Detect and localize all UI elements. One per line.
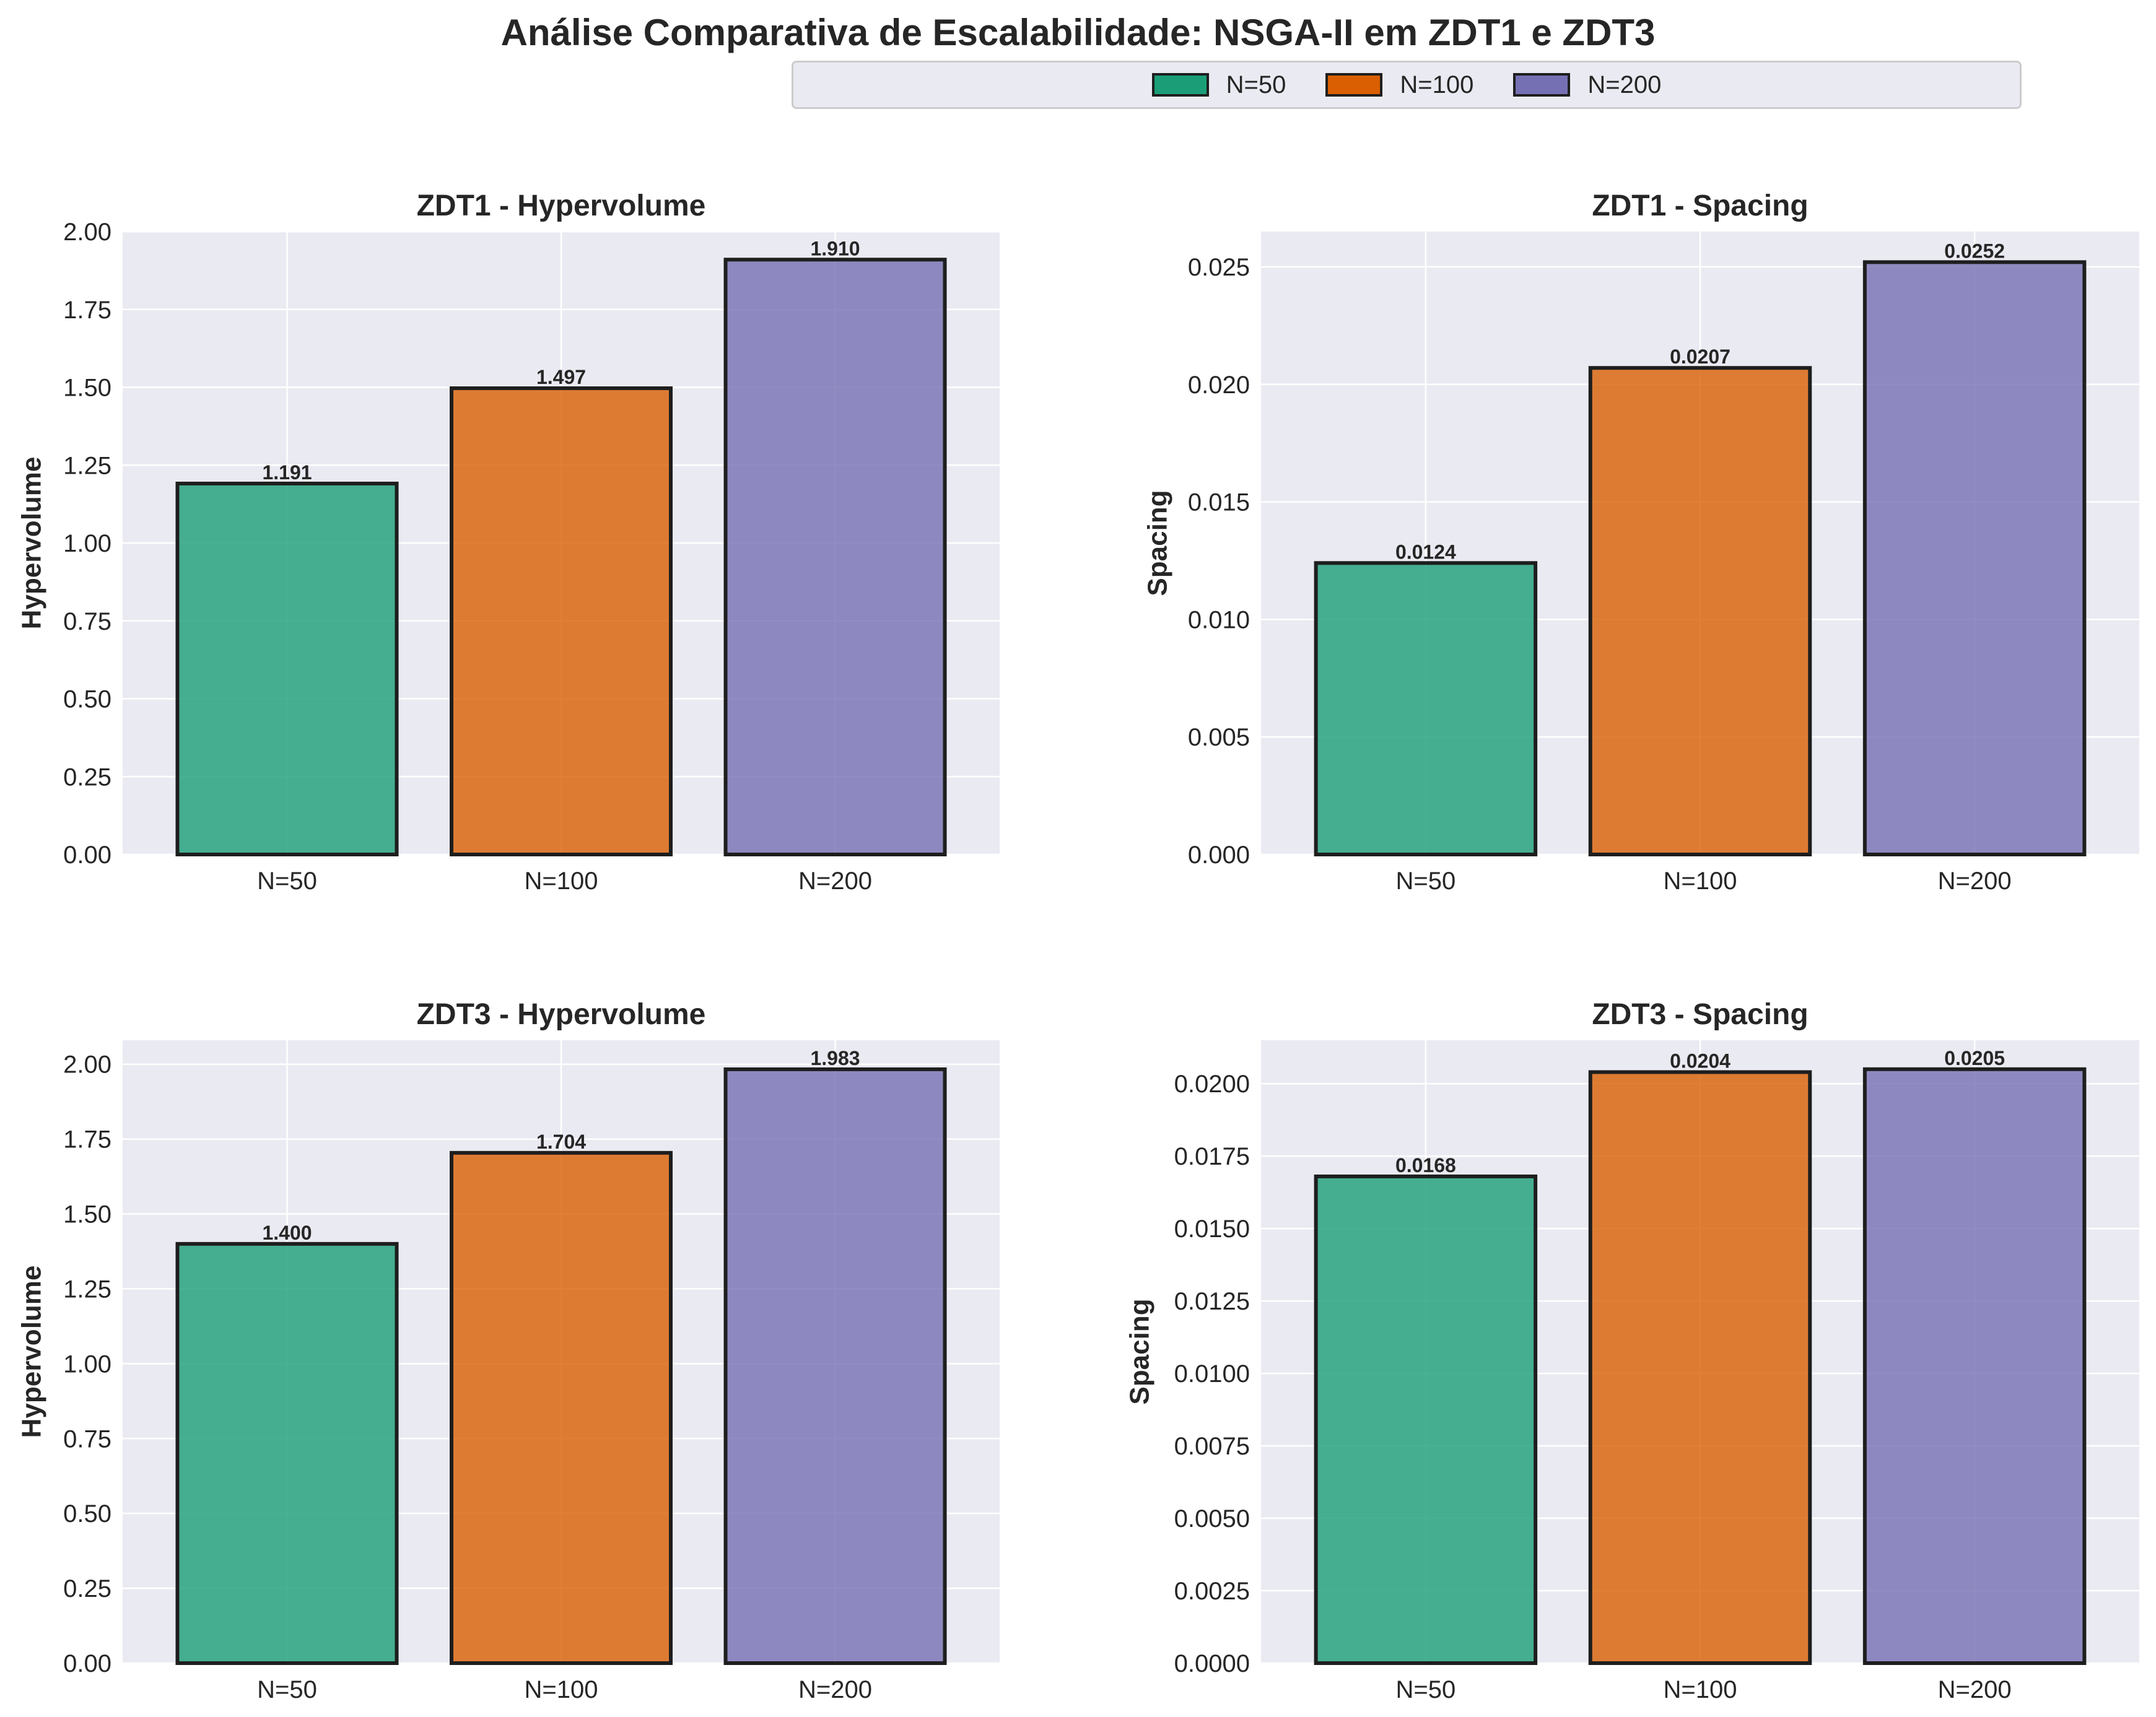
y-tick-label: 0.00 xyxy=(63,841,111,869)
bar-value-label: 1.497 xyxy=(536,366,586,388)
x-tick-label: N=200 xyxy=(1938,867,2012,895)
bar-value-label: 0.0207 xyxy=(1670,346,1730,368)
bar-n50 xyxy=(175,481,399,856)
bar-value-label: 0.0205 xyxy=(1944,1047,2005,1069)
x-tick-label: N=50 xyxy=(1396,867,1456,895)
y-tick-label: 0.50 xyxy=(63,1500,111,1528)
y-tick-label: 1.00 xyxy=(63,1350,111,1378)
x-tick-label: N=200 xyxy=(798,867,872,895)
y-tick-label: 2.00 xyxy=(63,1051,111,1079)
legend-label-n200: N=200 xyxy=(1587,71,1662,98)
y-tick-label: 0.00 xyxy=(63,1650,111,1677)
y-tick-label: 1.50 xyxy=(63,1201,111,1228)
chart-panel-2: 0.000 0.005 0.010 0.015 0.020 0.025 0.0124 N=50… xyxy=(1143,189,2139,895)
chart-panel-3: 0.00 0.25 0.50 0.75 1.00 1.25 1.50 1.75 2.00 1.40… xyxy=(17,998,1000,1703)
x-tick-label: N=200 xyxy=(1938,1676,2012,1703)
y-tick-label: 0.020 xyxy=(1188,372,1250,399)
chart-panel-4: 0.0000 0.0025 0.0050 0.0075 0.0100 0.0125 0.01… xyxy=(1125,998,2139,1703)
y-tick-label: 0.0100 xyxy=(1174,1360,1250,1388)
y-tick-label: 0.0050 xyxy=(1174,1505,1250,1532)
y-tick-label: 0.005 xyxy=(1188,724,1250,751)
legend-swatch-n100 xyxy=(1325,73,1383,97)
y-tick-label: 1.00 xyxy=(63,530,111,557)
y-tick-label: 0.50 xyxy=(63,686,111,713)
bar-n50 xyxy=(1314,561,1538,857)
y-tick-label: 1.75 xyxy=(63,1126,111,1154)
legend-item-n50: N=50 xyxy=(1151,71,1286,99)
bar-value-label: 1.704 xyxy=(536,1131,586,1153)
bar-n200 xyxy=(723,258,947,856)
chart-panel-1: 0.00 0.25 0.50 0.75 1.00 1.25 1.50 1.75 2.00 1.19… xyxy=(17,189,1000,895)
legend-item-n100: N=100 xyxy=(1325,71,1473,99)
y-tick-label: 0.010 xyxy=(1188,606,1250,633)
bar-value-label: 1.400 xyxy=(262,1222,312,1244)
x-tick-label: N=100 xyxy=(525,1676,598,1703)
y-axis-label: Hypervolume xyxy=(17,1266,47,1438)
chart-title: ZDT3 - Spacing xyxy=(1592,998,1808,1031)
y-tick-label: 1.25 xyxy=(63,1276,111,1303)
bar-n50 xyxy=(175,1241,399,1665)
x-tick-label: N=50 xyxy=(257,1676,317,1703)
x-tick-label: N=200 xyxy=(798,1676,872,1703)
bar-n50 xyxy=(1314,1174,1538,1665)
y-tick-label: 0.75 xyxy=(63,608,111,635)
bar-n200 xyxy=(723,1067,947,1665)
y-tick-label: 0.0000 xyxy=(1174,1650,1250,1677)
bar-n100 xyxy=(450,1150,673,1666)
y-tick-label: 0.0075 xyxy=(1174,1433,1250,1460)
y-tick-label: 0.0175 xyxy=(1174,1143,1250,1170)
chart-title: ZDT1 - Spacing xyxy=(1592,189,1808,222)
bar-n100 xyxy=(450,386,673,856)
y-tick-label: 0.25 xyxy=(63,763,111,791)
y-tick-label: 1.50 xyxy=(63,375,111,402)
y-tick-label: 0.25 xyxy=(63,1575,111,1602)
bar-n100 xyxy=(1588,366,1812,856)
y-tick-label: 0.0200 xyxy=(1174,1071,1250,1098)
x-tick-label: N=50 xyxy=(257,867,317,895)
chart-title: ZDT3 - Hypervolume xyxy=(417,998,706,1031)
bar-value-label: 1.910 xyxy=(810,237,860,259)
legend: N=50 N=100 N=200 xyxy=(792,61,2022,109)
y-tick-label: 0.000 xyxy=(1188,841,1250,869)
y-tick-label: 1.75 xyxy=(63,297,111,324)
legend-label-n100: N=100 xyxy=(1400,71,1474,98)
bar-value-label: 0.0252 xyxy=(1944,240,2005,262)
x-tick-label: N=100 xyxy=(1664,867,1737,895)
figure-title: Análise Comparativa de Escalabilidade: N… xyxy=(500,12,1656,53)
bar-value-label: 0.0124 xyxy=(1395,541,1456,563)
legend-item-n200: N=200 xyxy=(1513,71,1661,99)
y-axis-label: Hypervolume xyxy=(17,457,47,630)
y-tick-label: 0.0125 xyxy=(1174,1288,1250,1315)
legend-label-n50: N=50 xyxy=(1226,71,1286,98)
y-axis-label: Spacing xyxy=(1125,1298,1155,1404)
x-tick-label: N=100 xyxy=(1664,1676,1737,1703)
bar-n200 xyxy=(1862,260,2087,856)
y-tick-label: 0.025 xyxy=(1188,254,1250,281)
bar-value-label: 1.191 xyxy=(262,461,312,484)
y-axis-label: Spacing xyxy=(1143,490,1173,596)
bar-value-label: 1.983 xyxy=(810,1047,860,1069)
bar-n100 xyxy=(1588,1070,1812,1665)
y-tick-label: 2.00 xyxy=(63,219,111,246)
chart-title: ZDT1 - Hypervolume xyxy=(417,189,706,222)
y-tick-label: 0.0025 xyxy=(1174,1578,1250,1605)
bar-value-label: 0.0168 xyxy=(1395,1154,1456,1176)
y-tick-label: 0.0150 xyxy=(1174,1215,1250,1243)
bar-n200 xyxy=(1862,1067,2087,1665)
bar-value-label: 0.0204 xyxy=(1670,1050,1730,1072)
y-tick-label: 1.25 xyxy=(63,452,111,479)
legend-swatch-n50 xyxy=(1151,73,1209,97)
x-tick-label: N=50 xyxy=(1396,1676,1456,1703)
x-tick-label: N=100 xyxy=(525,867,598,895)
y-tick-label: 0.015 xyxy=(1188,489,1250,516)
legend-swatch-n200 xyxy=(1513,73,1571,97)
y-tick-label: 0.75 xyxy=(63,1425,111,1453)
